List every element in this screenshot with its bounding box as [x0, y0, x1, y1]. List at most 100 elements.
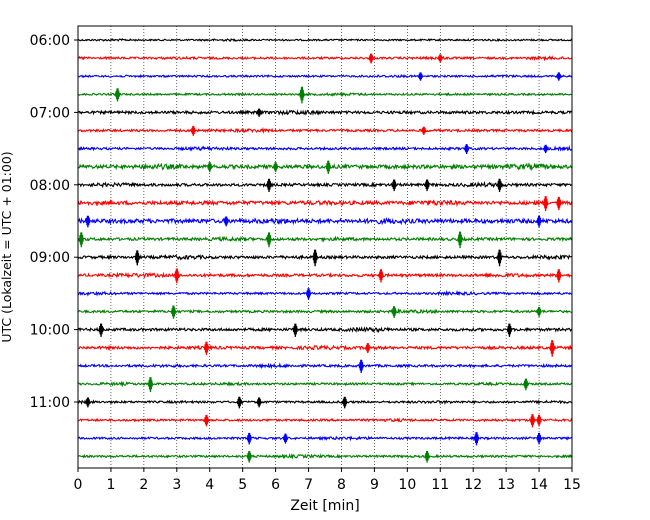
- seismic-event-spike: [305, 288, 312, 300]
- seismic-event-spike: [292, 323, 299, 337]
- trace-line: [77, 145, 573, 152]
- trace-line: [77, 235, 573, 243]
- seismogram-trace: [77, 396, 573, 409]
- seismic-event-spike: [78, 232, 84, 248]
- seismogram-trace: [77, 160, 573, 174]
- x-tick-label: 13: [497, 477, 515, 493]
- seismic-event-spike: [536, 306, 542, 317]
- seismic-event-spike: [299, 86, 305, 104]
- x-tick-label: 15: [563, 477, 581, 493]
- x-tick-label: 14: [530, 477, 548, 493]
- x-axis-ticks: 0 1 2 3 4 5 6 7 8 9 10 11 12 13 14 15: [74, 468, 581, 493]
- trace-line: [77, 126, 573, 134]
- trace-line: [77, 289, 573, 297]
- x-tick-label: 2: [139, 477, 148, 493]
- seismic-event-spike: [549, 340, 555, 357]
- seismic-event-spike: [246, 451, 252, 463]
- seismic-event-spike: [174, 268, 180, 284]
- seismic-event-spike: [529, 414, 536, 428]
- seismic-event-spike: [266, 178, 272, 193]
- seismic-event-spike: [536, 414, 542, 427]
- x-tick-label: 8: [337, 477, 346, 493]
- y-axis-label: UTC (Lokalzeit = UTC + 01:00): [0, 151, 14, 342]
- seismogram-trace: [77, 288, 573, 300]
- seismogram-trace: [77, 215, 573, 228]
- seismogram-trace: [77, 414, 573, 428]
- x-tick-label: 3: [172, 477, 181, 493]
- trace-line: [77, 417, 573, 423]
- trace-line: [77, 55, 573, 62]
- x-tick-label: 9: [370, 477, 379, 493]
- seismogram-trace: [77, 53, 573, 64]
- seismic-event-spike: [543, 196, 549, 212]
- seismic-event-spike: [358, 359, 364, 374]
- seismic-event-spike: [134, 250, 140, 266]
- seismogram-trace: [77, 37, 573, 43]
- seismic-event-spike: [256, 397, 262, 408]
- x-tick-label: 7: [304, 477, 313, 493]
- seismic-event-spike: [496, 178, 503, 193]
- seismogram-trace: [77, 108, 573, 117]
- seismic-event-spike: [506, 323, 513, 337]
- seismic-event-spike: [85, 215, 91, 228]
- seismogram-trace: [77, 340, 573, 357]
- seismic-event-spike: [556, 72, 562, 81]
- trace-line: [77, 307, 573, 315]
- trace-line: [77, 199, 573, 208]
- trace-line: [77, 380, 573, 388]
- seismic-event-spike: [365, 343, 371, 354]
- seismic-event-spike: [190, 125, 196, 136]
- seismic-event-spike: [391, 179, 397, 192]
- seismic-event-spike: [98, 323, 104, 337]
- y-tick-label: 06:00: [30, 33, 70, 49]
- x-axis-label: Zeit [min]: [290, 498, 359, 514]
- seismic-event-spike: [325, 160, 331, 174]
- seismogram-trace: [77, 432, 573, 446]
- seismic-event-spike: [391, 306, 397, 318]
- seismogram-trace: [77, 323, 573, 337]
- seismogram-trace: [77, 268, 573, 284]
- y-tick-label: 07:00: [30, 105, 70, 121]
- seismogram-trace: [77, 359, 573, 374]
- seismic-event-spike: [536, 215, 542, 228]
- x-tick-label: 12: [464, 477, 482, 493]
- plot-frame: [77, 25, 573, 469]
- seismic-event-spike: [236, 396, 243, 409]
- seismic-event-spike: [85, 397, 91, 408]
- seismic-event-spike: [543, 144, 549, 154]
- seismic-event-spike: [378, 269, 384, 283]
- seismic-event-spike: [473, 432, 480, 446]
- seismogram-trace: [77, 377, 573, 393]
- seismic-event-spike: [417, 72, 424, 81]
- seismic-event-spike: [457, 231, 463, 249]
- seismic-event-spike: [282, 433, 289, 444]
- seismic-event-spike: [421, 126, 427, 136]
- x-tick-label: 6: [271, 477, 280, 493]
- y-tick-label: 09:00: [30, 250, 70, 266]
- seismogram-trace: [77, 144, 573, 155]
- x-tick-label: 11: [431, 477, 449, 493]
- x-tick-label: 4: [205, 477, 214, 493]
- seismic-event-spike: [556, 269, 562, 283]
- trace-line: [77, 435, 573, 442]
- seismic-event-spike: [556, 196, 562, 211]
- seismogram-trace: [77, 305, 573, 319]
- seismogram-trace: [77, 86, 573, 104]
- x-tick-label: 1: [106, 477, 115, 493]
- seismogram-trace: [77, 72, 573, 81]
- trace-line: [77, 73, 573, 79]
- seismic-event-spike: [147, 377, 154, 393]
- seismic-event-spike: [342, 396, 348, 409]
- seismic-event-spike: [424, 451, 430, 463]
- trace-line: [77, 325, 573, 334]
- y-tick-label: 11:00: [30, 395, 70, 411]
- seismic-event-spike: [272, 162, 279, 173]
- trace-line: [77, 452, 573, 460]
- trace-line: [77, 271, 573, 279]
- y-tick-label: 08:00: [30, 178, 70, 194]
- trace-line: [77, 180, 573, 189]
- trace-line: [77, 162, 573, 172]
- x-tick-label: 10: [398, 477, 416, 493]
- trace-line: [77, 344, 573, 352]
